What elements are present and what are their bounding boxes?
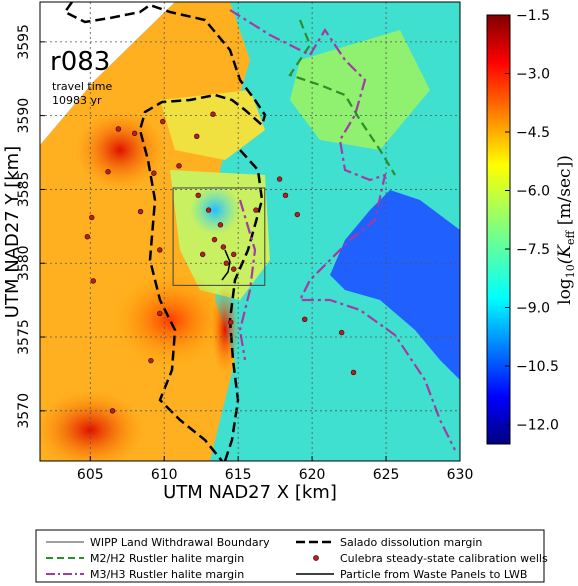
- calibration-well: [211, 236, 218, 243]
- colorbar-tick-label: −1.5: [516, 8, 550, 24]
- legend-item: M2/H2 Rustler halite margin: [46, 552, 244, 565]
- annotation-line-1: travel time: [52, 80, 112, 93]
- calibration-well: [131, 130, 138, 137]
- colorbar: [486, 14, 511, 445]
- panel-label: r083: [50, 47, 110, 77]
- legend-item: WIPP Land Withdrawal Boundary: [46, 536, 270, 549]
- hotspot-streak: [211, 285, 239, 375]
- x-tick-label: 630: [447, 467, 474, 483]
- x-tick-label: 605: [77, 467, 104, 483]
- calibration-well: [282, 192, 289, 199]
- calibration-well: [89, 214, 95, 221]
- calibration-well: [115, 126, 122, 132]
- calibration-well: [205, 207, 212, 213]
- calibration-well: [195, 192, 201, 199]
- y-axis-label: UTM NAD27 Y [km]: [2, 146, 23, 318]
- wipp-land-withdrawal-boundary: [172, 187, 266, 286]
- calibration-well: [350, 369, 357, 376]
- x-tick-label: 610: [151, 467, 178, 483]
- legend-label: Culebra steady-state calibration wells: [340, 552, 548, 565]
- legend-frame: [35, 529, 545, 583]
- calibration-well: [109, 408, 116, 414]
- field-ne-green: [290, 30, 430, 150]
- calibration-well: [338, 329, 345, 336]
- x-tick-label: 625: [373, 467, 400, 483]
- legend-item: Salado dissolution margin: [296, 536, 482, 549]
- calibration-well: [176, 163, 182, 169]
- y-axis-ticks: 3570 3575 3580 3585 3590 3595: [16, 24, 45, 429]
- calibration-well: [276, 176, 283, 182]
- calibration-well: [157, 247, 163, 253]
- colorbar-tick-label: −10.5: [516, 359, 559, 375]
- calibration-well: [160, 118, 166, 125]
- calibration-well: [148, 357, 154, 364]
- calibration-well: [223, 260, 230, 266]
- hotspot-central: [110, 270, 230, 370]
- y-tick-label: 3580: [16, 245, 32, 281]
- colorbar-label: log10(Keff [m/sec]): [555, 155, 577, 305]
- legend-label: M2/H2 Rustler halite margin: [90, 552, 244, 565]
- y-tick-label: 3570: [16, 393, 32, 429]
- calibration-well: [302, 316, 308, 323]
- colorbar-tick-label: −4.5: [516, 125, 550, 141]
- calibration-wells: [84, 111, 357, 414]
- colorbar-tick-label: −9.0: [516, 301, 550, 317]
- x-tick-label: 615: [225, 467, 252, 483]
- legend-item: Culebra steady-state calibration wells: [313, 552, 548, 565]
- calibration-well: [105, 169, 111, 175]
- y-tick-label: 3585: [16, 172, 32, 208]
- legend-label: Salado dissolution margin: [340, 536, 482, 549]
- calibration-well: [210, 111, 216, 117]
- legend-label: M3/H3 Rustler halite margin: [90, 568, 244, 581]
- calibration-well: [84, 233, 91, 240]
- salado-margin: [63, 2, 267, 461]
- legend-item: M3/H3 Rustler halite margin: [46, 568, 244, 581]
- calibration-well: [199, 251, 206, 258]
- calibration-well: [228, 319, 234, 325]
- white-nodata: [40, 2, 175, 145]
- annotation-line-2: 10983 yr: [52, 94, 102, 107]
- x-tick-label: 620: [299, 467, 326, 483]
- particle-path: [221, 249, 231, 281]
- legend-swatch: [313, 555, 319, 561]
- y-tick-label: 3590: [16, 98, 32, 134]
- calibration-well: [137, 208, 144, 215]
- colorbar-ticks: −1.5 −3.0 −4.5 −6.0 −7.5 −9.0 −10.5 −12.0: [505, 8, 559, 434]
- m2h2-margin: [288, 19, 396, 176]
- colorbar-tick-label: −12.0: [516, 418, 559, 434]
- x-axis-label: UTM NAD27 X [km]: [163, 482, 337, 503]
- calibration-well: [217, 222, 224, 228]
- calibration-well: [157, 310, 163, 317]
- legend-item: Particle from Waste Panels to LWB: [296, 568, 527, 581]
- x-axis-ticks: 605 610 615 620 625 630: [77, 456, 473, 483]
- calibration-well: [231, 251, 237, 258]
- hotspot-nw: [75, 110, 165, 190]
- colorbar-tick-label: −6.0: [516, 184, 550, 200]
- calibration-well: [253, 207, 259, 213]
- cyan-patch: [190, 185, 240, 235]
- plot-frame: [39, 1, 461, 462]
- calibration-well: [151, 170, 157, 176]
- calibration-well: [194, 133, 200, 140]
- legend: WIPP Land Withdrawal Boundary Salado diss…: [35, 529, 548, 583]
- colorbar-tick-label: −7.5: [516, 242, 550, 258]
- legend-label: WIPP Land Withdrawal Boundary: [90, 536, 270, 549]
- y-tick-label: 3595: [16, 24, 32, 60]
- hotspot-sw: [40, 390, 145, 461]
- calibration-well: [220, 244, 227, 250]
- conductivity-field: [40, 2, 460, 461]
- colorbar-tick-label: −3.0: [516, 67, 550, 83]
- calibration-well: [294, 211, 301, 218]
- grid-lines: [40, 2, 460, 461]
- y-tick-label: 3575: [16, 319, 32, 355]
- calibration-well: [90, 278, 96, 284]
- field-north-yellow: [160, 90, 265, 160]
- legend-label: Particle from Waste Panels to LWB: [340, 568, 527, 581]
- m3h3-margin-west: [238, 199, 257, 361]
- calibration-well: [231, 266, 237, 272]
- m3h3-margin: [229, 9, 456, 451]
